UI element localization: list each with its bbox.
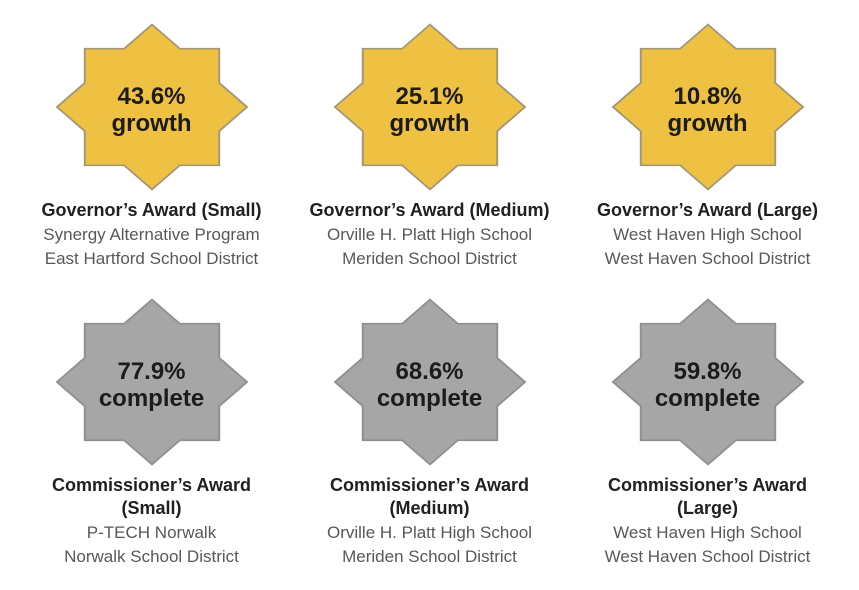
badge-value: 77.9% [117,358,186,385]
starburst-svg [55,298,248,466]
badge-value: 59.8% [673,358,742,385]
badge-metric: growth [389,110,470,137]
starburst-badge: 43.6% growth [54,22,250,192]
badge-value: 10.8% [673,83,742,110]
district-name: Meriden School District [342,547,517,566]
school-name: West Haven High School [613,523,802,542]
starburst-badge: 68.6% complete [332,297,528,467]
starburst-shape [611,23,804,191]
badge-text: 43.6% growth [54,22,250,192]
award-title: Governor’s Award (Large) [596,200,819,220]
award-badge-governor-large: 10.8% growth Governor’s Award (Large) We… [569,22,847,271]
starburst-svg [333,298,526,466]
starburst-badge: 59.8% complete [610,297,806,467]
starburst-shape [611,298,804,466]
award-badge-governor-small: 43.6% growth Governor’s Award (Small) Sy… [13,22,291,271]
starburst-svg [55,23,248,191]
badge-text: 59.8% complete [610,297,806,467]
award-title: Commissioner’s Award (Small) [51,475,252,518]
badge-metric: complete [98,385,205,412]
badge-value: 43.6% [117,83,186,110]
badge-metric: complete [376,385,483,412]
district-name: Meriden School District [342,249,517,268]
badge-value: 25.1% [395,83,464,110]
district-name: West Haven School District [604,249,811,268]
award-title: Commissioner’s Award (Large) [607,475,808,518]
governors-award-row: 43.6% growth Governor’s Award (Small) Sy… [0,22,859,271]
award-badge-commissioner-medium: 68.6% complete Commissioner’s Award (Med… [291,297,569,569]
award-badge-commissioner-small: 77.9% complete Commissioner’s Award (Sma… [13,297,291,569]
starburst-badge: 10.8% growth [610,22,806,192]
starburst-svg [611,23,804,191]
school-name: Orville H. Platt High School [326,523,533,542]
badge-metric: growth [667,110,748,137]
award-title: Governor’s Award (Small) [41,200,262,220]
badge-metric: complete [654,385,761,412]
award-title: Commissioner’s Award (Medium) [329,475,530,518]
starburst-svg [611,298,804,466]
badge-text: 10.8% growth [610,22,806,192]
award-title: Governor’s Award (Medium) [309,200,550,220]
starburst-badge: 77.9% complete [54,297,250,467]
award-badge-governor-medium: 25.1% growth Governor’s Award (Medium) O… [291,22,569,271]
school-name: P-TECH Norwalk [86,523,217,542]
district-name: East Hartford School District [44,249,259,268]
starburst-shape [55,298,248,466]
school-name: West Haven High School [613,225,802,244]
starburst-badge: 25.1% growth [332,22,528,192]
district-name: Norwalk School District [64,547,239,566]
commissioners-award-row: 77.9% complete Commissioner’s Award (Sma… [0,297,859,569]
badge-value: 68.6% [395,358,464,385]
starburst-shape [333,298,526,466]
school-name: Orville H. Platt High School [326,225,533,244]
badge-metric: growth [111,110,192,137]
starburst-shape [333,23,526,191]
district-name: West Haven School District [604,547,811,566]
school-name: Synergy Alternative Program [43,225,260,244]
badge-text: 77.9% complete [54,297,250,467]
badge-text: 68.6% complete [332,297,528,467]
badge-text: 25.1% growth [332,22,528,192]
starburst-svg [333,23,526,191]
starburst-shape [55,23,248,191]
award-badge-commissioner-large: 59.8% complete Commissioner’s Award (Lar… [569,297,847,569]
